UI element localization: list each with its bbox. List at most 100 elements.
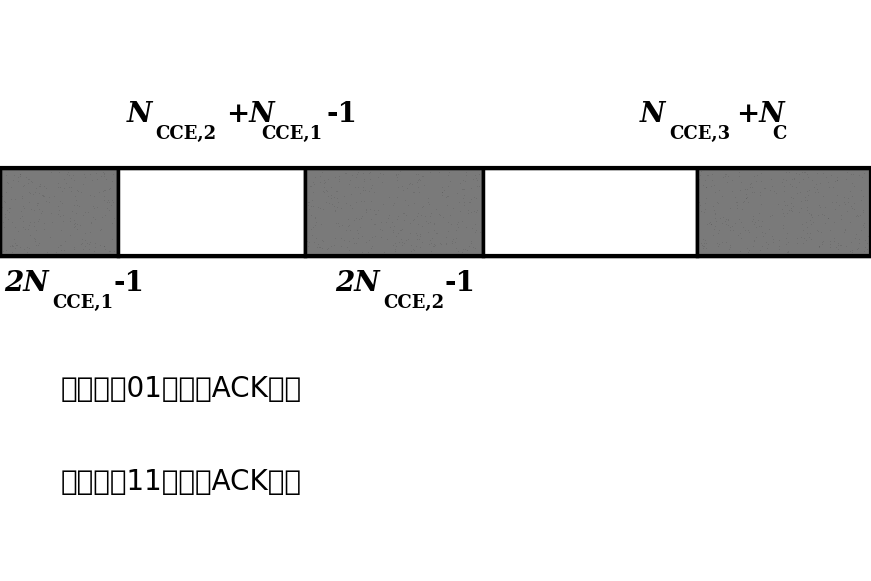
- Point: [333, 175, 347, 184]
- Point: [823, 236, 837, 246]
- Point: [388, 238, 402, 248]
- Point: [316, 187, 330, 196]
- Point: [82, 245, 96, 254]
- Point: [320, 244, 334, 253]
- Point: [342, 220, 356, 229]
- Point: [464, 207, 478, 217]
- Point: [390, 215, 404, 224]
- Point: [30, 198, 44, 207]
- Point: [445, 238, 459, 248]
- Point: [451, 222, 465, 231]
- Point: [857, 246, 871, 256]
- Point: [853, 210, 867, 220]
- Point: [16, 181, 30, 191]
- Point: [78, 207, 91, 216]
- Point: [327, 241, 341, 250]
- Point: [793, 207, 807, 217]
- Point: [456, 184, 470, 193]
- Point: [51, 183, 65, 192]
- Point: [802, 232, 816, 242]
- Point: [410, 231, 424, 240]
- Point: [364, 183, 378, 192]
- Point: [404, 246, 418, 256]
- Point: [829, 197, 843, 206]
- Point: [367, 187, 381, 196]
- Point: [850, 245, 864, 254]
- Point: [423, 218, 437, 227]
- Point: [858, 242, 871, 251]
- Point: [23, 230, 37, 239]
- Point: [463, 198, 477, 207]
- Point: [432, 209, 446, 218]
- Point: [69, 195, 83, 205]
- Point: [0, 210, 11, 219]
- Point: [396, 239, 410, 248]
- Point: [754, 221, 768, 231]
- Point: [327, 206, 341, 216]
- Point: [464, 184, 478, 193]
- Point: [90, 203, 104, 212]
- Point: [0, 192, 10, 201]
- Point: [758, 228, 772, 237]
- Point: [0, 197, 11, 206]
- Point: [25, 177, 39, 187]
- Point: [451, 246, 465, 256]
- Point: [59, 170, 73, 179]
- Point: [730, 198, 744, 207]
- Point: [96, 168, 110, 177]
- Point: [422, 200, 436, 209]
- Point: [851, 243, 865, 252]
- Point: [375, 177, 388, 187]
- Point: [695, 240, 709, 249]
- Point: [424, 208, 438, 217]
- Point: [422, 218, 436, 227]
- Point: [97, 196, 111, 205]
- Point: [469, 173, 483, 182]
- Point: [322, 199, 336, 208]
- Point: [467, 207, 481, 216]
- Point: [316, 205, 330, 214]
- Point: [733, 246, 746, 255]
- Point: [37, 191, 51, 200]
- Point: [795, 167, 809, 177]
- Point: [1, 214, 15, 224]
- Point: [780, 238, 794, 247]
- Point: [350, 225, 364, 234]
- Point: [35, 191, 49, 200]
- Point: [811, 210, 825, 220]
- Point: [67, 216, 81, 225]
- Point: [313, 171, 327, 180]
- Text: CCE,3: CCE,3: [669, 125, 730, 144]
- Point: [724, 203, 738, 212]
- Point: [304, 182, 318, 191]
- Point: [704, 220, 718, 229]
- Point: [781, 246, 795, 256]
- Point: [8, 243, 22, 253]
- Point: [69, 192, 83, 201]
- Point: [834, 210, 848, 219]
- Point: [831, 245, 845, 254]
- Point: [64, 187, 78, 196]
- Point: [382, 222, 396, 231]
- Point: [397, 209, 411, 218]
- Point: [733, 168, 746, 177]
- Point: [432, 167, 446, 177]
- Point: [10, 177, 24, 186]
- Point: [807, 182, 821, 191]
- Point: [411, 175, 425, 184]
- Point: [67, 245, 81, 254]
- Point: [386, 225, 400, 235]
- Point: [343, 225, 357, 235]
- Text: CCE,1: CCE,1: [52, 294, 113, 312]
- Point: [327, 173, 341, 182]
- Point: [95, 212, 109, 221]
- Point: [406, 187, 420, 196]
- Point: [304, 225, 318, 234]
- Point: [341, 221, 355, 231]
- Point: [840, 174, 854, 184]
- Point: [351, 182, 365, 192]
- Point: [721, 216, 735, 225]
- Point: [0, 217, 10, 227]
- Point: [413, 231, 427, 241]
- Point: [307, 237, 321, 246]
